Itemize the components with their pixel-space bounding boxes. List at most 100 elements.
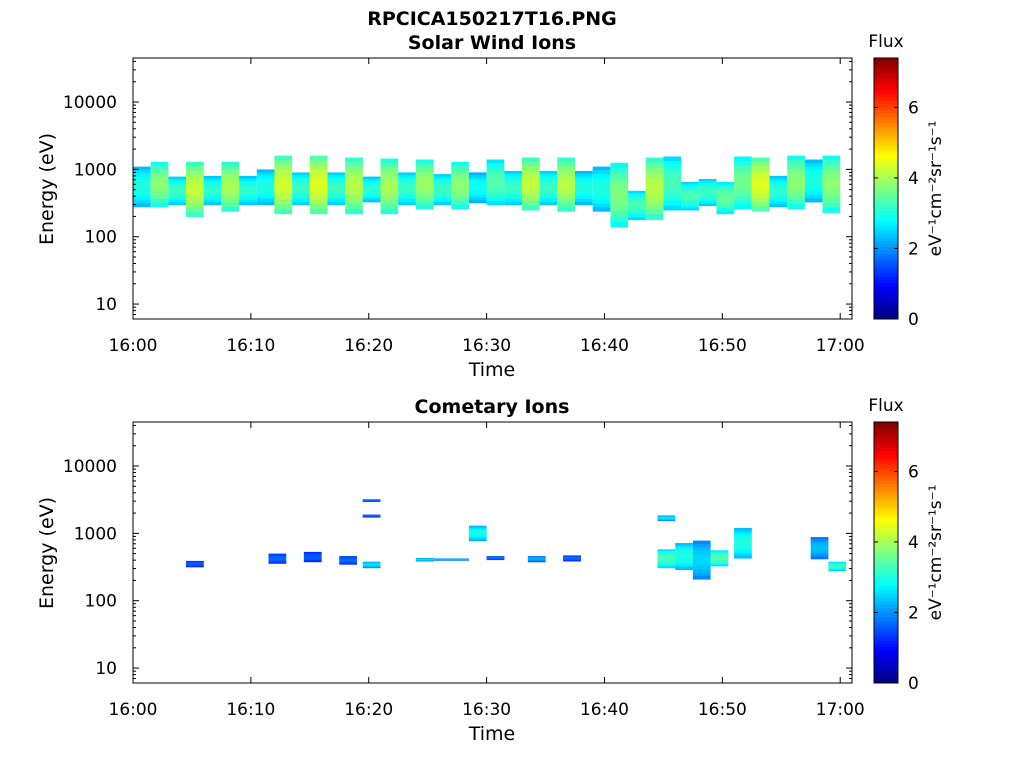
energy-bin <box>150 161 169 166</box>
energy-bin <box>186 175 204 181</box>
colorbar-swatch <box>874 181 898 186</box>
energy-bin <box>303 555 322 557</box>
energy-bin <box>828 566 847 568</box>
energy-bin <box>362 176 381 180</box>
energy-bin <box>810 538 829 542</box>
energy-bin <box>256 169 275 173</box>
energy-bin <box>539 190 558 194</box>
energy-bin <box>692 566 711 570</box>
y-tick-label: 10000 <box>63 457 117 477</box>
colorbar-swatch <box>874 474 898 478</box>
energy-bin <box>557 206 575 212</box>
energy-bin <box>504 182 522 186</box>
energy-bin <box>681 195 699 199</box>
spectrogram-cell <box>734 156 752 210</box>
energy-bin <box>734 530 752 534</box>
colorbar-swatch <box>874 110 898 114</box>
energy-bin <box>557 184 575 190</box>
energy-bin <box>274 208 293 215</box>
spectrogram-cell <box>268 553 287 564</box>
colorbar-swatch <box>874 572 898 576</box>
colorbar-swatch <box>874 611 898 615</box>
energy-bin <box>150 172 169 178</box>
energy-bin <box>787 168 805 174</box>
energy-bin <box>486 178 505 183</box>
energy-bin <box>592 203 611 208</box>
energy-bin <box>292 177 310 182</box>
energy-bin <box>327 193 346 198</box>
energy-bin <box>268 559 287 561</box>
energy-bin <box>186 207 204 213</box>
energy-bin <box>468 187 487 191</box>
energy-bin <box>268 554 287 556</box>
energy-bin <box>628 195 646 199</box>
colorbar-swatch <box>874 260 898 265</box>
colorbar-frame <box>873 57 899 320</box>
colorbar-swatch <box>874 660 898 664</box>
energy-bin <box>663 156 682 162</box>
energy-bin <box>539 184 558 189</box>
energy-bin <box>645 193 664 200</box>
energy-bin <box>769 196 788 200</box>
colorbar-tick-label: 0 <box>908 310 919 330</box>
spectrogram-cell <box>327 172 346 206</box>
energy-bin <box>203 178 222 182</box>
spectrogram-cell <box>239 175 257 206</box>
spectrogram-cell <box>362 514 381 518</box>
energy-bin <box>822 169 841 176</box>
energy-bin <box>522 179 540 185</box>
energy-bin <box>734 533 752 537</box>
energy-bin <box>822 155 841 161</box>
energy-bin <box>256 192 275 197</box>
energy-bin <box>398 201 416 206</box>
energy-bin <box>468 526 487 529</box>
colorbar-swatch <box>874 286 898 291</box>
energy-bin <box>486 163 505 168</box>
energy-bin <box>221 202 240 208</box>
energy-bin <box>716 205 735 209</box>
energy-bin <box>398 199 416 203</box>
colorbar-swatch <box>874 126 898 131</box>
energy-bin <box>675 556 693 560</box>
energy-bin <box>133 183 151 188</box>
energy-bin <box>468 533 487 535</box>
energy-bin <box>675 565 693 568</box>
spectrogram-cell <box>468 172 487 204</box>
energy-bin <box>828 564 847 566</box>
energy-bin <box>433 186 452 190</box>
energy-bin <box>150 199 169 204</box>
energy-bin <box>734 165 752 171</box>
energy-bin <box>681 198 699 202</box>
spectrogram-cell <box>628 190 646 221</box>
energy-bin <box>828 563 847 565</box>
energy-bin <box>203 180 222 184</box>
energy-bin <box>221 182 240 187</box>
energy-bin <box>433 199 452 203</box>
energy-bin <box>486 159 505 164</box>
energy-bin <box>221 174 240 179</box>
energy-bin <box>557 188 575 194</box>
energy-bin <box>309 199 328 205</box>
colorbar-swatch <box>874 159 898 163</box>
colorbar-swatch <box>874 601 898 606</box>
spectrogram-cell <box>150 161 169 208</box>
energy-bin <box>362 180 381 184</box>
energy-bin <box>734 173 752 179</box>
colorbar-swatch <box>874 493 898 498</box>
energy-bin <box>663 174 682 180</box>
energy-bin <box>628 212 646 216</box>
energy-bin <box>468 200 487 204</box>
energy-bin <box>734 535 752 539</box>
energy-bin <box>592 185 611 190</box>
colorbar-swatch <box>874 243 898 248</box>
energy-bin <box>692 543 711 548</box>
energy-bin <box>769 181 788 185</box>
energy-bin <box>504 187 522 192</box>
energy-bin <box>303 554 322 556</box>
energy-bin <box>810 544 829 547</box>
energy-bin <box>769 183 788 187</box>
energy-bin <box>168 178 187 182</box>
colorbar-swatch <box>874 575 898 580</box>
energy-bin <box>150 180 169 185</box>
energy-bin <box>787 164 805 170</box>
